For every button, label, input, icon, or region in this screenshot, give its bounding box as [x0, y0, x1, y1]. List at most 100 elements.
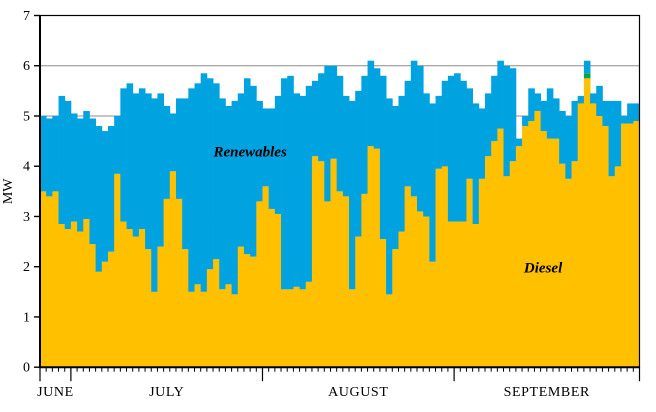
y-tick-label-7: 7 [23, 9, 30, 24]
diesel-bar-segment [318, 161, 325, 368]
diesel-bar-segment [602, 126, 609, 368]
renewables-bar-segment [583, 60, 591, 74]
renewables-bar-segment [404, 80, 412, 187]
diesel-bar-segment [64, 229, 72, 368]
greenunlabeled-bar-segment [583, 73, 591, 79]
diesel-bar-segment [120, 221, 127, 368]
diesel-bar-segment [460, 221, 467, 368]
diesel-bar-segment [188, 291, 195, 368]
diesel-bar-segment [157, 246, 165, 368]
renewables-bar-segment [417, 65, 424, 212]
renewables-bar-segment [386, 98, 393, 295]
renewables-bar-segment [163, 105, 171, 199]
renewables-bar-segment [83, 110, 90, 219]
renewables-bar-segment [126, 83, 134, 230]
diesel-bar-segment [287, 289, 294, 368]
y-tick-label-4: 4 [23, 160, 30, 175]
diesel-bar-segment [52, 191, 59, 368]
renewables-bar-segment [466, 88, 474, 179]
y-axis-title: MW [1, 178, 16, 204]
renewables-bar-segment [120, 88, 127, 222]
renewables-bar-segment [281, 78, 288, 290]
renewables-bar-segment [349, 100, 356, 290]
renewables-bar-segment [435, 95, 443, 169]
renewables-bar-segment [614, 100, 622, 167]
renewables-bar-segment [379, 75, 387, 240]
diesel-bar-segment [503, 176, 511, 368]
diesel-bar-segment [250, 256, 257, 368]
renewables-bar-segment [423, 93, 430, 217]
diesel-bar-segment [169, 171, 177, 368]
renewables-bar-segment [546, 88, 554, 139]
diesel-bar-segment [299, 289, 307, 368]
renewables-bar-segment [565, 115, 572, 179]
renewables-bar-segment [478, 108, 486, 179]
renewables-bar-segment [559, 110, 566, 164]
diesel-bar-segment [515, 146, 523, 368]
diesel-bar-segment [132, 236, 140, 368]
renewables-bar-segment [552, 98, 560, 139]
diesel-bar-segment [200, 291, 208, 368]
diesel-bar-segment [231, 294, 239, 368]
diesel-bar-segment [590, 103, 597, 368]
y-tick-label-6: 6 [23, 59, 30, 74]
diesel-bar-segment [361, 193, 368, 368]
renewables-bar-segment [70, 113, 78, 222]
renewables-bar-segment [318, 73, 325, 162]
renewables-bar-segment [627, 103, 634, 124]
diesel-bar-segment [367, 146, 375, 368]
diesel-bar-segment [194, 284, 202, 368]
renewables-bar-segment [540, 100, 548, 132]
renewables-bar-segment [287, 75, 294, 290]
renewables-bar-segment [373, 68, 381, 149]
diesel-bar-segment [182, 249, 189, 368]
diesel-bar-segment [311, 156, 319, 368]
renewables-bar-segment [534, 93, 542, 111]
renewables-bar-segment [608, 100, 616, 177]
diesel-bar-segment [305, 281, 313, 368]
renewables-bar-segment [95, 126, 103, 272]
renewables-bar-segment [101, 131, 109, 262]
renewables-bar-segment [182, 98, 189, 250]
renewables-bar-segment [151, 98, 158, 292]
diesel-bar-segment [583, 78, 591, 368]
diesel-bar-segment [417, 211, 424, 368]
renewables-bar-segment [194, 83, 202, 285]
diesel-bar-segment [46, 196, 53, 368]
diesel-bar-segment [410, 196, 418, 368]
diesel-bar-segment [392, 249, 399, 368]
renewables-bar-segment [58, 95, 66, 225]
renewables-bar-segment [77, 118, 84, 232]
renewables-bar-segment [484, 93, 492, 157]
diesel-bar-segment [491, 141, 498, 368]
renewables-bar-segment [509, 68, 517, 162]
renewables-bar-segment [367, 60, 375, 147]
renewables-bar-segment [571, 100, 579, 162]
renewables-bar-segment [305, 85, 313, 282]
renewables-bar-segment [515, 138, 523, 147]
renewables-bar-segment [398, 95, 406, 232]
renewables-bar-segment [64, 100, 72, 230]
renewables-bar-segment [447, 75, 455, 222]
diesel-bar-segment [528, 121, 535, 368]
renewables-bar-segment [293, 93, 300, 287]
diesel-bar-segment [379, 239, 387, 368]
diesel-bar-segment [262, 186, 270, 368]
renewables-bar-segment [324, 65, 331, 202]
diesel-bar-segment [398, 231, 406, 368]
diesel-bar-segment [349, 289, 356, 368]
renewables-bar-segment [46, 118, 53, 197]
renewables-bar-segment [497, 60, 504, 129]
diesel-bar-segment [219, 289, 226, 368]
diesel-bar-segment [243, 254, 251, 368]
diesel-bar-segment [478, 178, 486, 368]
renewables-bar-segment [219, 98, 226, 290]
diesel-bar-segment [126, 229, 134, 368]
renewables-bar-segment [200, 73, 208, 292]
renewables-bar-segment [454, 73, 461, 222]
y-tick-label-0: 0 [23, 361, 30, 376]
diesel-bar-segment [559, 163, 566, 368]
renewables-bar-segment [107, 126, 115, 252]
diesel-bar-segment [355, 236, 362, 368]
